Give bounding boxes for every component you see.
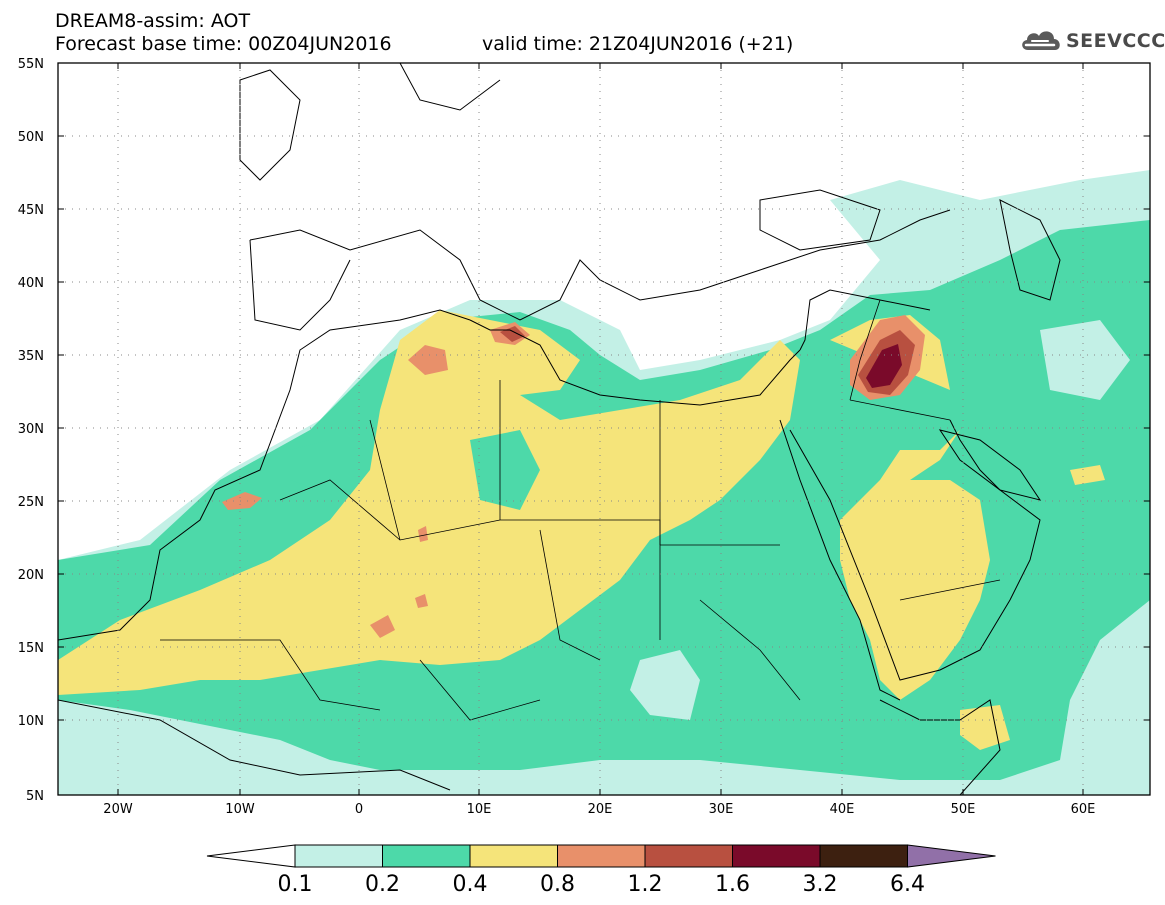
coast-britain [239, 69, 301, 181]
coast-arabia [789, 419, 1041, 681]
coast-horn-africa [879, 699, 1001, 795]
colorbar-arrow-low [206, 844, 296, 868]
y-tick-label: 10N [18, 714, 44, 729]
colorbar-segment [644, 844, 733, 868]
x-tick-label: 10E [467, 802, 492, 817]
colorbar-segment [382, 844, 471, 868]
x-tick-label: 60E [1071, 802, 1096, 817]
coast-iberia [249, 239, 351, 331]
aot-level-1.6-iraq [866, 344, 902, 388]
axis-ticks [58, 62, 1150, 796]
x-tick-label: 30E [709, 802, 734, 817]
coast-red-sea [779, 419, 901, 701]
x-tick-label: 0 [355, 802, 363, 817]
x-tick-label: 20E [588, 802, 613, 817]
coast-levant [799, 289, 931, 351]
x-tick-label: 50E [951, 802, 976, 817]
base-time: Forecast base time: 00Z04JUN2016 [55, 33, 392, 55]
plot-frame [57, 62, 1151, 796]
coast-caspian [999, 199, 1061, 301]
y-tick-label: 30N [18, 422, 44, 437]
colorbar-level-label: 0.2 [365, 872, 400, 897]
colorbar-level-label: 1.2 [627, 872, 663, 897]
colorbar-level-label: 0.1 [277, 872, 313, 897]
colorbar-arrow-high [907, 844, 996, 868]
coast-west-africa [58, 309, 471, 641]
x-axis-labels: 20W 10W 0 10E 20E 30E 40E 50E 60E [103, 802, 1095, 817]
colorbar-level-label: 1.6 [715, 872, 750, 897]
aot-hole-west [290, 440, 350, 490]
country-borders [160, 299, 1001, 721]
colorbar-level-label: 0.4 [452, 872, 488, 897]
coastlines [58, 63, 1061, 795]
aot-hole-libya [470, 430, 540, 510]
coast-scandinavia [399, 63, 501, 111]
grid-lines [58, 63, 1150, 795]
x-tick-label: 40E [830, 802, 855, 817]
aot-level-0.8-mali [418, 526, 428, 542]
x-tick-label: 20W [103, 802, 133, 817]
y-axis-labels: 55N 50N 45N 40N 35N 30N 25N 20N 15N 10N … [18, 57, 44, 804]
aot-level-0.4-arabia [830, 315, 990, 700]
aot-patch-arabia [1040, 320, 1130, 400]
coast-north-africa [469, 319, 801, 406]
y-tick-label: 50N [18, 130, 44, 145]
x-tick-label: 10W [225, 802, 255, 817]
aot-level-0.4-sahara [58, 310, 800, 695]
aot-level-0.8-wsahara [222, 492, 262, 510]
logo-text: SEEVCCC [1066, 30, 1165, 52]
y-tick-label: 5N [26, 789, 44, 804]
colorbar-segment [294, 844, 383, 868]
colorbar-segment [819, 844, 908, 868]
coast-europe [249, 209, 951, 321]
y-tick-label: 45N [18, 203, 44, 218]
y-tick-label: 15N [18, 641, 44, 656]
aot-patch-sahel [630, 650, 700, 720]
aot-level-0.8-niger [370, 615, 395, 638]
aot-patch-gulf [1070, 465, 1105, 485]
map-title: DREAM8-assim: AOT [55, 10, 251, 32]
coast-persian-gulf [938, 429, 1042, 501]
aot-field [58, 170, 1150, 795]
y-tick-label: 25N [18, 495, 44, 510]
coast-guinea [58, 699, 451, 791]
colorbar-level-label: 6.4 [890, 872, 925, 897]
aot-level-0.8-chad [415, 594, 428, 608]
colorbar-segment [469, 844, 558, 868]
colorbar [206, 844, 996, 868]
colorbar-level-label: 3.2 [802, 872, 838, 897]
colorbar-segment [557, 844, 646, 868]
colorbar-level-label: 0.8 [540, 872, 575, 897]
cloud-icon [1022, 31, 1060, 50]
colorbar-segment [732, 844, 821, 868]
y-tick-label: 40N [18, 276, 44, 291]
y-tick-label: 35N [18, 349, 44, 364]
coast-black-sea [759, 189, 881, 251]
aot-level-0.8-algeria [408, 345, 448, 375]
forecast-times: Forecast base time: 00Z04JUN2016 valid ti… [55, 33, 793, 55]
y-tick-label: 55N [18, 57, 44, 72]
valid-time: valid time: 21Z04JUN2016 (+21) [482, 33, 794, 55]
y-tick-label: 20N [18, 568, 44, 583]
seevccc-logo: SEEVCCC [1018, 26, 1165, 54]
